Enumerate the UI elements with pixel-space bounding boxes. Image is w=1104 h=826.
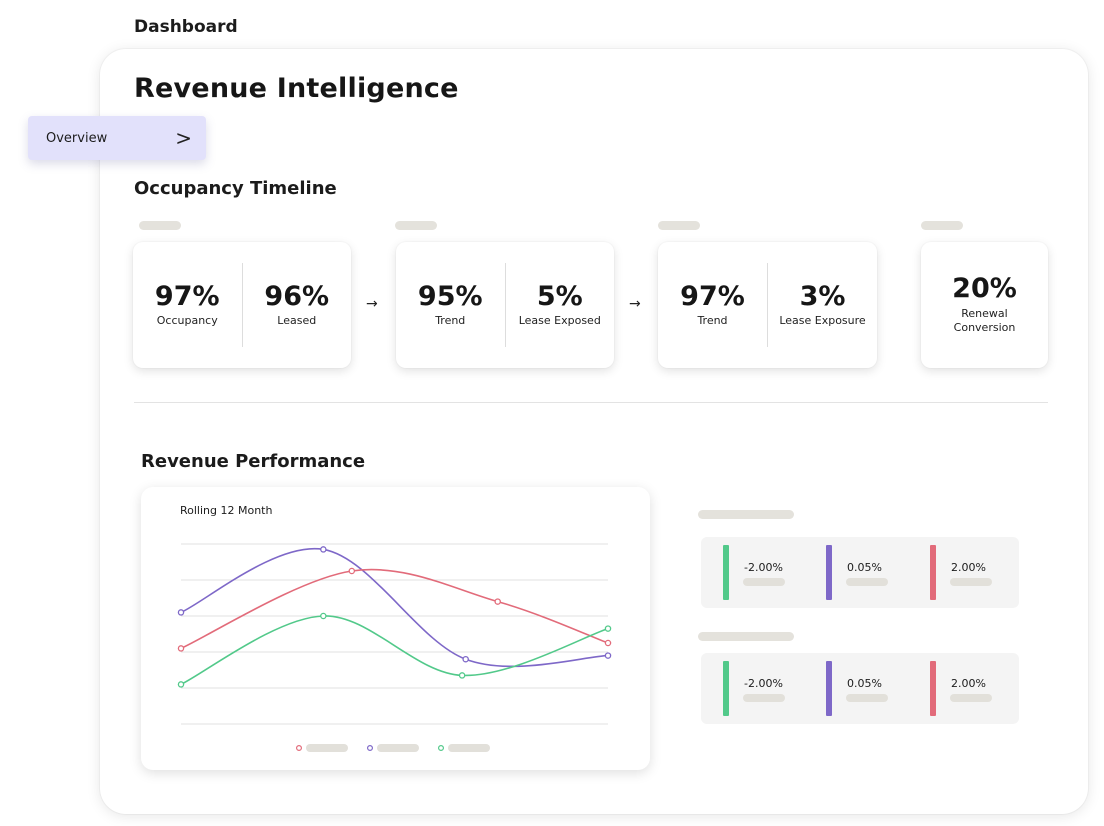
- chart-data-point[interactable]: [177, 645, 185, 652]
- metric-color-bar: [723, 545, 729, 600]
- stat-value: 96%: [264, 280, 330, 312]
- stat-renewal-conversion: 20% Renewal Conversion: [921, 263, 1048, 347]
- stat-leased: 96% Leased: [241, 263, 352, 347]
- stat-label: Trend: [697, 314, 728, 328]
- metric-group-label-placeholder: [698, 510, 794, 519]
- metric-item: -2.00%: [723, 661, 803, 716]
- chart-series-line: [180, 547, 609, 668]
- metric-label-placeholder: [846, 578, 888, 586]
- chart-title: Rolling 12 Month: [180, 504, 273, 517]
- metric-group-label-placeholder: [698, 632, 794, 641]
- stat-value: 5%: [536, 280, 583, 312]
- chevron-right-icon: >: [175, 126, 192, 150]
- chart-series-line: [180, 615, 609, 686]
- metric-label-placeholder: [743, 578, 785, 586]
- legend-marker: [438, 745, 445, 752]
- section-divider: [134, 402, 1048, 403]
- overview-tab[interactable]: Overview >: [28, 116, 206, 160]
- chart-data-point[interactable]: [348, 567, 356, 575]
- stat-label: Renewal Conversion: [953, 307, 1016, 335]
- stat-value: 3%: [799, 280, 846, 312]
- metric-value: -2.00%: [744, 677, 783, 690]
- chart-data-point[interactable]: [177, 681, 185, 688]
- stat-label: Occupancy: [156, 314, 218, 328]
- chart-data-point[interactable]: [604, 625, 612, 632]
- page-title: Revenue Intelligence: [134, 73, 459, 104]
- stat-label: Leased: [277, 314, 317, 328]
- chart-data-point[interactable]: [494, 598, 501, 605]
- metric-value: 2.00%: [951, 561, 986, 574]
- stat-card: 97% Trend 3% Lease Exposure: [658, 242, 877, 368]
- occupancy-timeline-title: Occupancy Timeline: [134, 178, 337, 199]
- legend-marker: [367, 745, 374, 752]
- stat-label: Lease Exposed: [518, 314, 601, 328]
- metric-value: 0.05%: [847, 561, 882, 574]
- stat-lease-exposure: 3% Lease Exposure: [767, 263, 877, 347]
- arrow-right-icon: →: [629, 296, 641, 312]
- metric-color-bar: [723, 661, 729, 716]
- chart-data-point[interactable]: [604, 639, 612, 647]
- chart-data-point[interactable]: [458, 672, 466, 679]
- stat-trend: 95% Trend: [396, 263, 505, 347]
- stat-card: 95% Trend 5% Lease Exposed: [396, 242, 614, 368]
- stat-value: 97%: [680, 280, 745, 312]
- timeline-label-placeholder: [395, 221, 437, 230]
- metric-group: -2.00% 0.05% 2.00%: [701, 537, 1019, 608]
- timeline-label-placeholder: [921, 221, 963, 230]
- revenue-chart-card: Rolling 12 Month: [141, 487, 650, 770]
- metric-value: -2.00%: [744, 561, 783, 574]
- revenue-line-chart: [177, 543, 612, 752]
- metric-item: 2.00%: [930, 661, 1010, 716]
- metric-value: 2.00%: [951, 677, 986, 690]
- metric-label-placeholder: [743, 694, 785, 702]
- stat-value: 97%: [154, 280, 220, 312]
- timeline-label-placeholder: [139, 221, 181, 230]
- stat-card: 97% Occupancy 96% Leased: [133, 242, 351, 368]
- metric-item: 2.00%: [930, 545, 1010, 600]
- legend-label-placeholder: [448, 744, 490, 752]
- metric-item: 0.05%: [826, 545, 906, 600]
- metric-color-bar: [930, 545, 936, 600]
- chart-data-point[interactable]: [177, 609, 185, 616]
- metric-label-placeholder: [846, 694, 888, 702]
- stat-card: 20% Renewal Conversion: [921, 242, 1048, 368]
- stat-label: Lease Exposure: [779, 314, 866, 328]
- metric-color-bar: [826, 661, 832, 716]
- breadcrumb[interactable]: Dashboard: [134, 17, 238, 37]
- stat-trend: 97% Trend: [658, 263, 767, 347]
- chart-data-point[interactable]: [462, 655, 469, 663]
- stat-lease-exposed: 5% Lease Exposed: [504, 263, 615, 347]
- stat-label: Trend: [435, 314, 466, 328]
- chart-data-point[interactable]: [320, 612, 327, 620]
- chart-data-point[interactable]: [604, 652, 612, 659]
- metric-value: 0.05%: [847, 677, 882, 690]
- metric-label-placeholder: [950, 694, 992, 702]
- metric-item: -2.00%: [723, 545, 803, 600]
- metric-color-bar: [930, 661, 936, 716]
- metric-group: -2.00% 0.05% 2.00%: [701, 653, 1019, 724]
- revenue-performance-title: Revenue Performance: [141, 451, 366, 472]
- stat-value: 20%: [952, 273, 1017, 305]
- stat-occupancy: 97% Occupancy: [133, 263, 242, 347]
- timeline-label-placeholder: [658, 221, 700, 230]
- metric-item: 0.05%: [826, 661, 906, 716]
- overview-tab-label: Overview: [46, 130, 108, 146]
- legend-marker: [296, 745, 303, 752]
- stat-value: 95%: [417, 280, 483, 312]
- arrow-right-icon: →: [366, 296, 378, 312]
- legend-label-placeholder: [306, 744, 348, 752]
- metric-label-placeholder: [950, 578, 992, 586]
- chart-series-line: [180, 568, 609, 650]
- metric-color-bar: [826, 545, 832, 600]
- chart-data-point[interactable]: [320, 546, 327, 553]
- legend-label-placeholder: [377, 744, 419, 752]
